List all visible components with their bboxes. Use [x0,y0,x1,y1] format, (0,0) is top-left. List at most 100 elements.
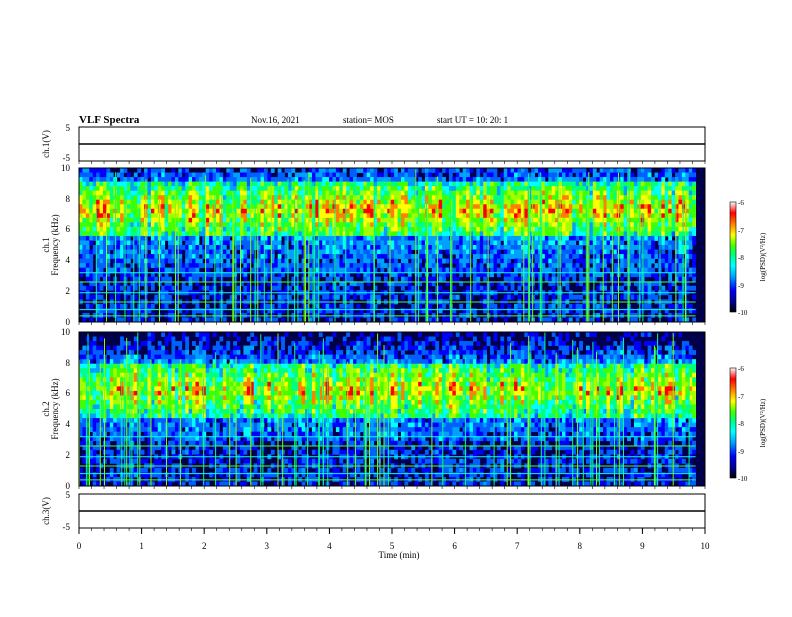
spectrogram-cell [494,304,498,309]
spectrogram-cell [387,204,391,209]
spectrogram-cell [668,236,672,241]
spectrogram-cell [473,218,477,223]
spectrogram-cell [346,304,350,309]
spectrogram-cell [391,213,395,218]
spectrogram-cell [452,182,456,187]
spectrogram-cell [504,240,508,245]
spectrogram-cell [678,240,682,245]
spectrogram-cell [281,231,285,236]
spectrogram-cell [634,222,638,227]
spectrogram-cell [678,204,682,209]
spectrogram-cell [199,182,203,187]
spectrogram-cell [178,250,182,255]
spectrogram-cell [583,195,587,200]
spectrogram-cell [411,308,415,313]
spectrogram-cell [613,204,617,209]
spectrogram-cell [435,168,439,173]
spectrogram-cell [151,231,155,236]
spectrogram-cell [661,245,665,250]
spectrogram-cell [356,263,360,268]
spectrogram-cell [565,218,569,223]
spectrogram-cell [117,295,121,300]
spectrogram-cell [620,240,624,245]
spectrogram-cell [408,173,412,178]
spectrogram-cell [161,191,165,196]
spectrogram-cell [346,227,350,232]
spectrogram-cell [463,240,467,245]
spectrogram-cell [394,173,398,178]
spectrogram-cell [473,263,477,268]
spectrogram-cell [589,213,593,218]
spectrogram-cell [411,177,415,182]
spectrogram-cell [428,231,432,236]
spectrogram-cell [624,259,628,264]
spectrogram-cell [377,295,381,300]
spectrogram-cell [127,195,131,200]
spectrogram-cell [127,182,131,187]
spectrogram-cell [565,263,569,268]
spectrogram-cell [415,227,419,232]
spectrogram-cell [548,250,552,255]
spectrogram-cell [182,268,186,273]
spectrogram-cell [237,209,241,214]
spectrogram-cell [466,222,470,227]
spectrogram-cell [401,240,405,245]
spectrogram-cell [548,209,552,214]
spectrogram-cell [165,200,169,205]
spectrogram-cell [648,240,652,245]
spectrogram-cell [476,240,480,245]
spectrogram-cell [524,295,528,300]
spectrogram-cell [511,177,515,182]
spectrogram-cell [603,182,607,187]
spectrogram-cell [100,245,104,250]
spectrogram-cell [346,254,350,259]
spectrogram-cell [504,222,508,227]
spectrogram-cell [134,250,138,255]
spectrogram-cell [89,268,93,273]
spectrogram-cell [240,191,244,196]
spectrogram-cell [432,213,436,218]
spectrogram-cell [456,277,460,282]
spectrogram-cell [127,173,131,178]
spectrogram-cell [370,173,374,178]
spectrogram-cell [422,236,426,241]
spectrogram-cell [624,222,628,227]
spectrogram-cell [511,213,515,218]
spectrogram-cell [363,236,367,241]
spectrogram-cell [363,250,367,255]
spectrogram-cell [661,286,665,291]
spectrogram-cell [278,191,282,196]
spectrogram-cell [247,250,251,255]
spectrogram-cell [288,213,292,218]
spectrogram-cell [425,204,429,209]
spectrogram-cell [189,263,193,268]
spectrogram-cell [569,218,573,223]
spectrogram-cell [648,231,652,236]
spectrogram-cell [678,263,682,268]
spectrogram-cell [572,240,576,245]
spectrogram-cell [480,263,484,268]
spectrogram-cell [353,263,357,268]
spectrogram-cell [182,222,186,227]
spectrogram-cell [411,254,415,259]
spectrogram-cell [661,177,665,182]
spectrogram-cell [497,231,501,236]
spectrogram-cell [185,254,189,259]
spectrogram-cell [302,200,306,205]
spectrogram-cell [370,250,374,255]
spectrogram-cell [134,186,138,191]
spectrogram-cell [278,295,282,300]
spectrogram-cell [432,186,436,191]
spectrogram-cell [267,295,271,300]
spectrogram-cell [243,240,247,245]
spectrogram-cell [326,245,330,250]
spectrogram-cell [86,227,90,232]
spectrogram-cell [480,268,484,273]
spectrogram-cell [182,209,186,214]
spectrogram-cell [158,177,162,182]
spectrogram-cell [387,231,391,236]
spectrogram-cell [548,222,552,227]
spectrogram-cell [668,191,672,196]
spectrogram-cell [552,218,556,223]
spectrogram-cell [459,268,463,273]
